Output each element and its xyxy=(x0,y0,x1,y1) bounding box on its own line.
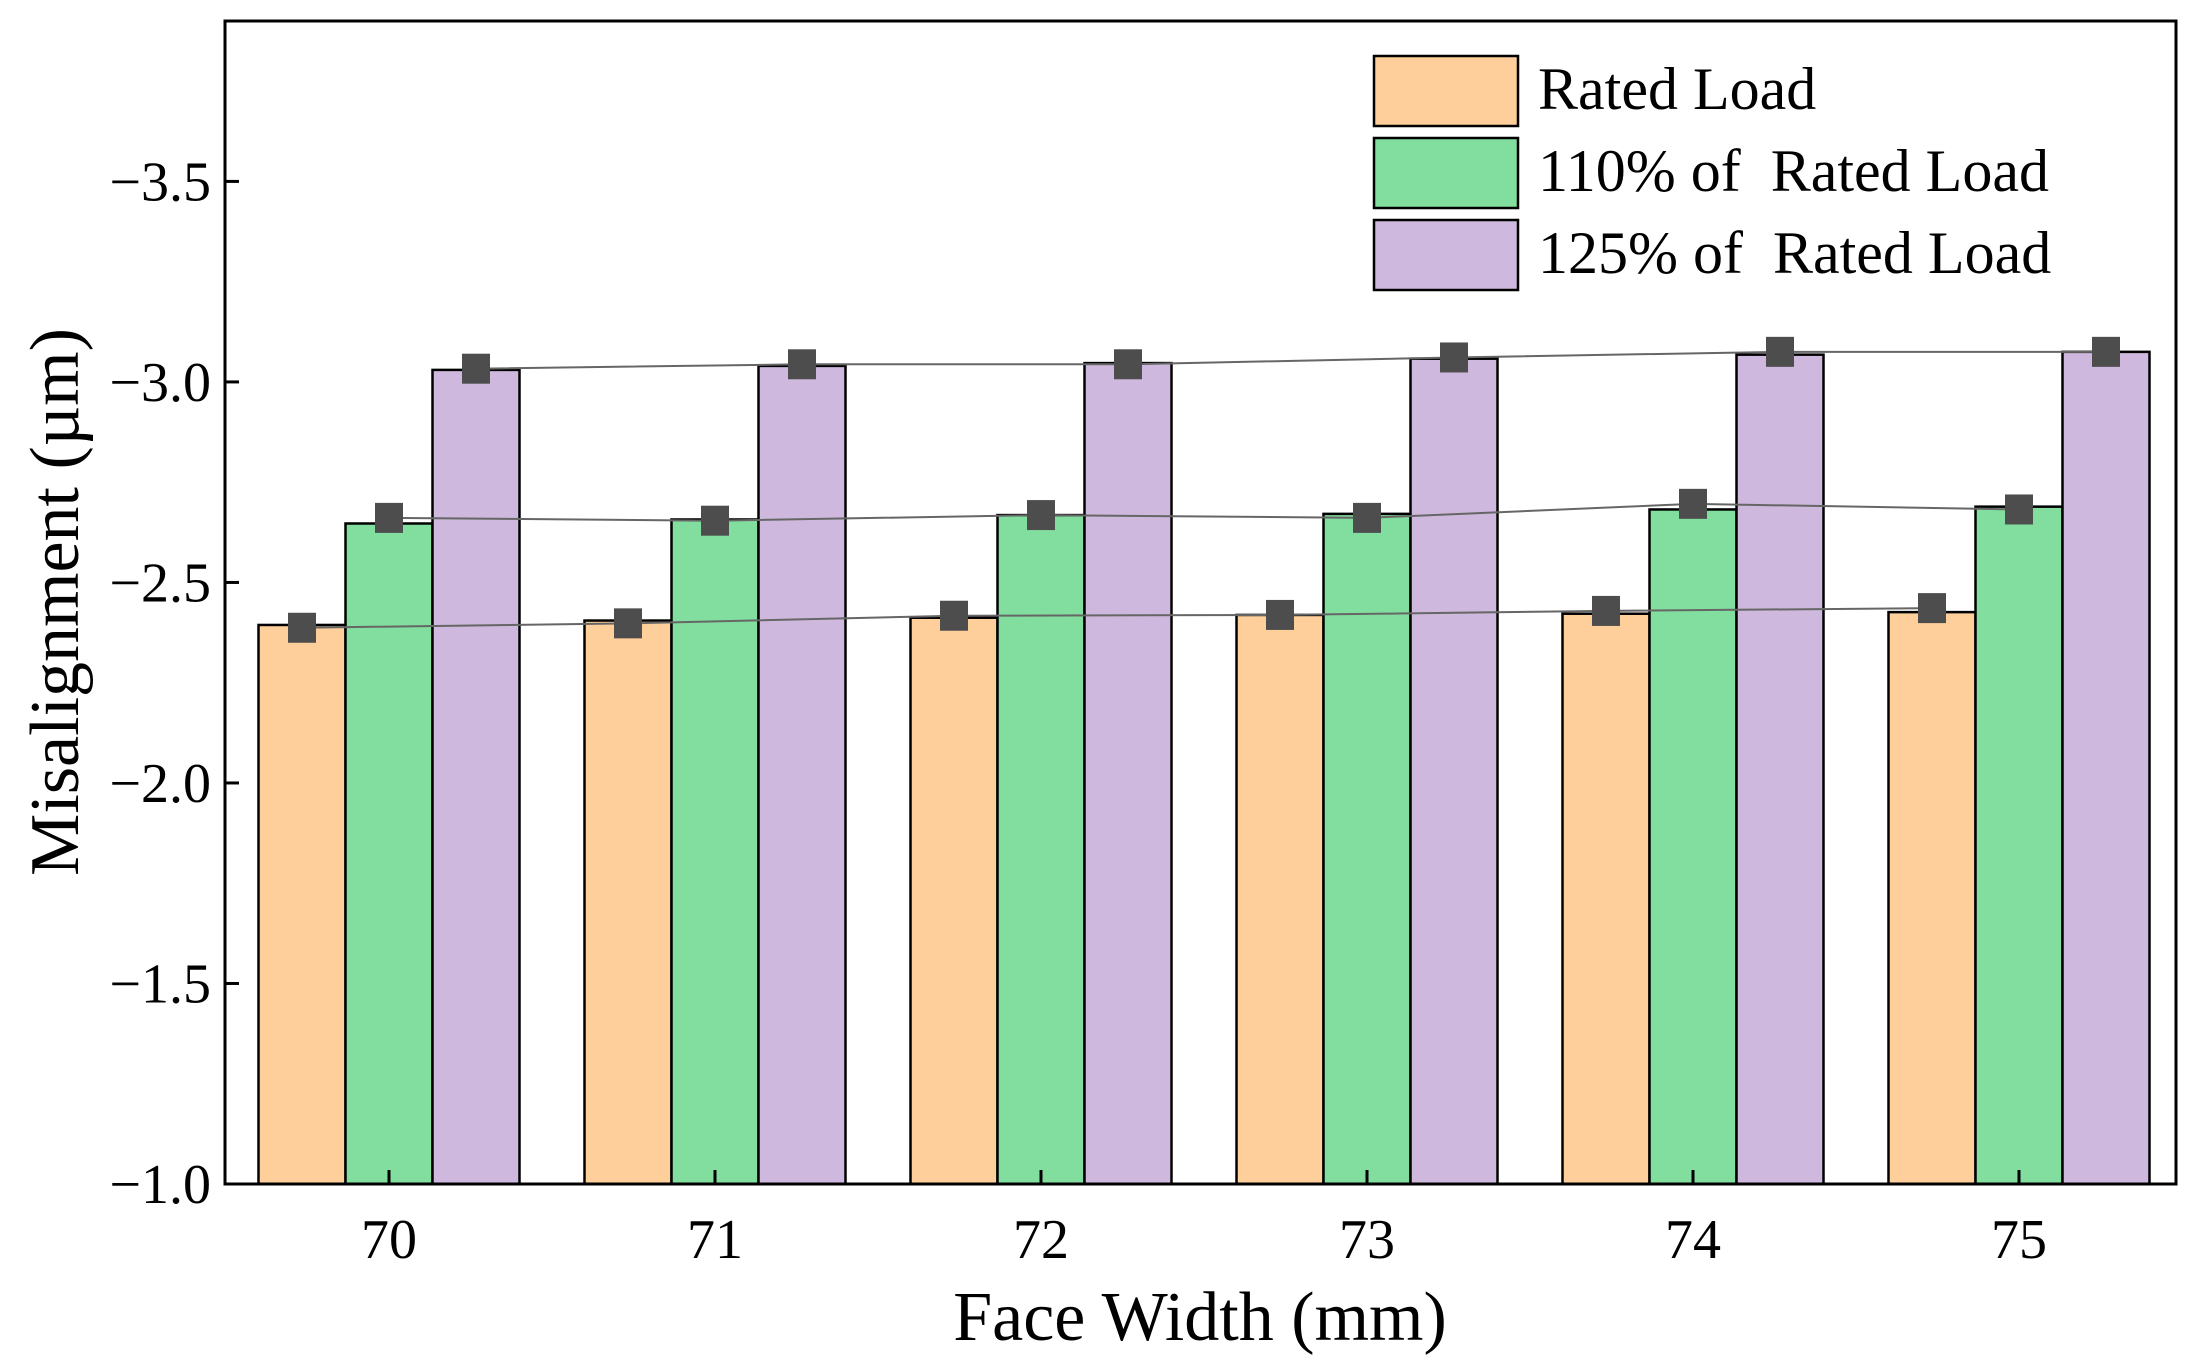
marker-1-73 xyxy=(1353,502,1381,533)
marker-2-71 xyxy=(788,349,816,380)
marker-1-74 xyxy=(1679,488,1707,519)
marker-2-74 xyxy=(1766,336,1794,367)
y-tick-label: −2.5 xyxy=(109,552,211,614)
bar-2-74 xyxy=(1735,353,1825,1186)
legend-swatch-2 xyxy=(1372,218,1520,292)
bar-1-71 xyxy=(670,518,760,1186)
bar-1-75 xyxy=(1974,505,2064,1186)
marker-2-75 xyxy=(2092,336,2120,367)
x-axis-title: Face Width (mm) xyxy=(953,1279,1447,1356)
bar-0-72 xyxy=(909,616,999,1186)
series-line-1 xyxy=(388,502,2020,522)
x-tick-label: 74 xyxy=(1665,1209,1721,1271)
y-axis: −1.0 −1.5 −2.0 −2.5 −3.0 −3.5 xyxy=(109,151,239,1216)
bars-layer xyxy=(257,350,2151,1186)
bar-0-70 xyxy=(257,623,347,1186)
marker-1-71 xyxy=(701,505,729,536)
marker-0-74 xyxy=(1592,595,1620,626)
marker-1-70 xyxy=(375,502,403,533)
legend-label-1: 110% of Rated Load xyxy=(1538,138,2049,204)
y-tick-label: −3.5 xyxy=(109,151,211,213)
legend-swatch-1 xyxy=(1372,136,1520,210)
marker-2-72 xyxy=(1114,349,1142,380)
marker-0-72 xyxy=(940,600,968,631)
legend: Rated Load 110% of Rated Load 125% of Rate… xyxy=(1372,54,2051,292)
bar-2-73 xyxy=(1409,357,1499,1186)
y-axis-title: Misalignment (µm) xyxy=(17,328,94,876)
marker-lines-layer xyxy=(288,336,2120,643)
bar-0-74 xyxy=(1561,612,1651,1186)
y-tick-label: −3.0 xyxy=(109,352,211,414)
bar-1-73 xyxy=(1322,512,1412,1186)
x-axis: 70 71 72 73 74 75 xyxy=(361,1170,2047,1271)
bar-0-73 xyxy=(1235,613,1325,1186)
bar-0-71 xyxy=(583,619,673,1186)
bar-2-75 xyxy=(2061,350,2151,1186)
x-tick-label: 75 xyxy=(1991,1209,2047,1271)
bar-1-70 xyxy=(344,522,434,1186)
y-tick-label: −1.5 xyxy=(109,953,211,1015)
series-line-2 xyxy=(475,350,2106,370)
marker-1-72 xyxy=(1027,500,1055,531)
y-tick-label: −1.0 xyxy=(109,1154,211,1216)
bar-0-75 xyxy=(1887,610,1977,1186)
plot-frame xyxy=(223,19,2178,1186)
marker-0-70 xyxy=(288,612,316,643)
legend-label-0: Rated Load xyxy=(1538,56,1816,122)
marker-0-71 xyxy=(614,608,642,639)
marker-2-73 xyxy=(1440,342,1468,373)
bar-1-72 xyxy=(996,513,1086,1186)
series-line-0 xyxy=(301,607,1933,629)
legend-swatch-0 xyxy=(1372,54,1520,128)
marker-2-70 xyxy=(462,353,490,384)
marker-0-75 xyxy=(1918,593,1946,624)
marker-0-73 xyxy=(1266,599,1294,630)
legend-label-2: 125% of Rated Load xyxy=(1538,220,2051,286)
bar-2-70 xyxy=(431,368,521,1186)
marker-1-75 xyxy=(2005,494,2033,525)
bar-2-72 xyxy=(1083,361,1173,1186)
bar-2-71 xyxy=(757,364,847,1186)
x-tick-label: 72 xyxy=(1013,1209,1069,1271)
x-tick-label: 70 xyxy=(361,1209,417,1271)
y-tick-label: −2.0 xyxy=(109,753,211,815)
x-tick-label: 73 xyxy=(1339,1209,1395,1271)
x-tick-label: 71 xyxy=(687,1209,743,1271)
